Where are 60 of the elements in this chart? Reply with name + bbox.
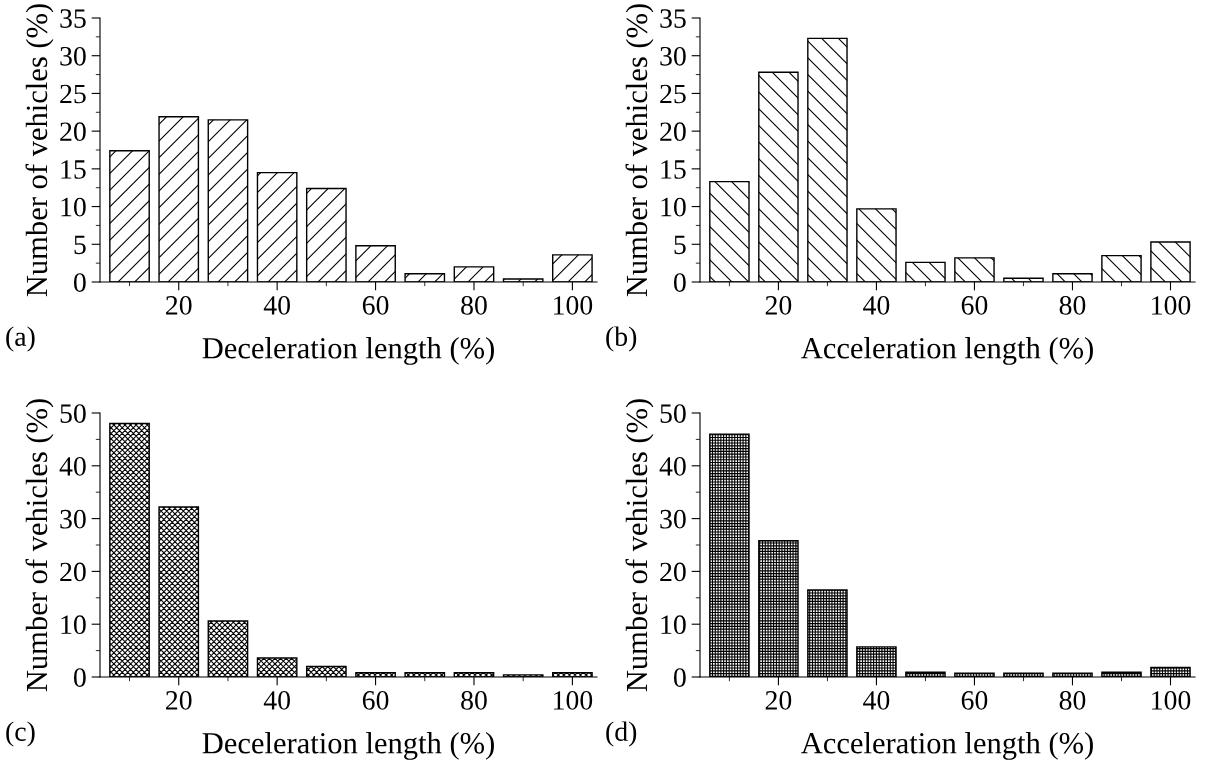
x-tick-label: 100 (554, 296, 593, 315)
x-tick-label: 20 (765, 296, 792, 315)
text: (a) (6, 326, 35, 352)
y-axis-title: Number of vehicles (%) (25, 4, 54, 297)
y-tick-label: 10 (661, 615, 686, 635)
x-tick-label: 20 (166, 691, 192, 710)
y-tick-label: 0 (673, 668, 686, 687)
y-axis-title: Number of vehicles (%) (25, 399, 54, 692)
x-tick-label: 100 (1152, 691, 1191, 710)
x-tick-label: 60 (961, 296, 988, 315)
y-tick-label: 30 (60, 509, 86, 529)
y-tick-label: 30 (660, 46, 686, 66)
y-tick-label: 0 (73, 273, 86, 292)
x-axis-title: Deceleration length (%) (202, 337, 494, 365)
y-tick-label: 10 (61, 615, 86, 635)
y-tick-label: 10 (61, 197, 86, 217)
x-tick-label: 40 (263, 296, 290, 315)
y-tick-label: 25 (660, 84, 686, 104)
y-tick-label: 30 (660, 509, 686, 529)
y-tick-label: 0 (673, 273, 686, 292)
y-tick-label: 35 (60, 9, 86, 28)
text: (b) (606, 326, 637, 352)
y-axis-title: Number of vehicles (%) (625, 399, 654, 692)
x-axis-title: Acceleration length (%) (801, 732, 1093, 760)
y-tick-label: 15 (661, 160, 686, 179)
x-tick-label: 60 (362, 296, 389, 315)
y-tick-label: 20 (60, 122, 86, 142)
x-tick-label: 80 (1059, 296, 1086, 315)
x-tick-label: 40 (863, 296, 890, 315)
y-tick-label: 0 (73, 668, 86, 687)
y-tick-label: 5 (674, 235, 686, 255)
y-axis-title: Number of vehicles (%) (625, 4, 654, 297)
y-tick-label: 20 (60, 562, 86, 582)
x-tick-label: 80 (461, 691, 487, 710)
y-tick-label: 40 (659, 456, 686, 476)
x-tick-label: 100 (1152, 296, 1191, 315)
x-tick-label: 80 (461, 296, 487, 315)
text: (d) (606, 721, 637, 747)
y-tick-label: 35 (660, 9, 686, 28)
x-tick-label: 20 (166, 296, 192, 315)
y-tick-label: 30 (60, 46, 86, 66)
x-axis-title: Deceleration length (%) (202, 732, 494, 760)
x-tick-label: 80 (1059, 691, 1086, 710)
y-tick-label: 20 (660, 562, 686, 582)
x-tick-label: 20 (765, 691, 792, 710)
x-tick-label: 40 (263, 691, 290, 710)
x-tick-label: 100 (554, 691, 593, 710)
y-tick-label: 20 (660, 122, 686, 142)
y-tick-label: 40 (59, 456, 86, 476)
y-tick-label: 10 (661, 197, 686, 217)
x-tick-label: 60 (961, 691, 988, 710)
x-axis-title: Acceleration length (%) (801, 337, 1093, 365)
y-tick-label: 50 (60, 404, 86, 423)
y-tick-label: 50 (660, 404, 686, 423)
y-tick-label: 15 (61, 160, 86, 179)
x-tick-label: 40 (863, 691, 890, 710)
x-tick-label: 60 (362, 691, 389, 710)
y-tick-label: 25 (60, 84, 86, 104)
text: (c) (6, 721, 35, 747)
y-tick-label: 5 (74, 235, 86, 255)
